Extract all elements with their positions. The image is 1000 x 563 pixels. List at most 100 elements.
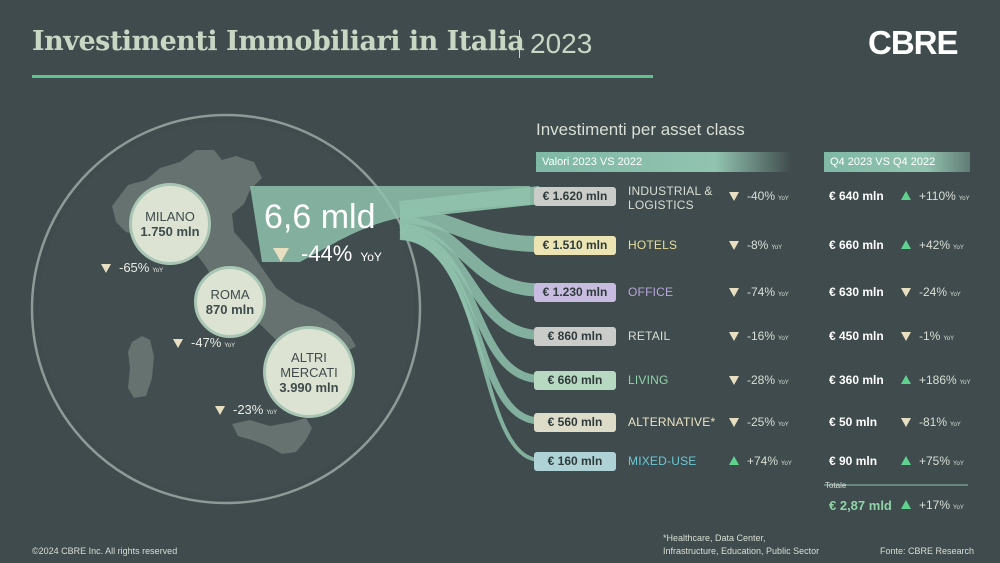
- row-q4-yoy: +186% YoY: [901, 373, 971, 387]
- row-value-pill: € 660 mln: [534, 371, 616, 390]
- footnote-line-2: Infrastructure, Education, Public Sector: [663, 546, 820, 556]
- down-arrow-icon: [901, 332, 911, 341]
- yoy-label: YoY: [778, 380, 789, 386]
- row-q4-value: € 90 mln: [829, 454, 878, 468]
- down-arrow-icon: [901, 288, 911, 297]
- cbre-logo: CBRE: [868, 24, 959, 61]
- row-q4-value: € 640 mln: [829, 189, 884, 203]
- row-q4-yoy-value: +75%: [919, 454, 951, 468]
- row-yoy-value: -25%: [747, 415, 776, 429]
- yoy-label: YoY: [953, 245, 964, 251]
- city-name: MILANO: [145, 209, 195, 224]
- city-altri-mercati-yoy: -23% YoY: [215, 402, 277, 417]
- header-q4-2023: Q4 2023 VS Q4 2022: [824, 152, 970, 172]
- yoy-label: YoY: [943, 336, 955, 342]
- row-q4-yoy-value: -24%: [919, 285, 948, 299]
- total-value: € 2,87 mld: [829, 498, 892, 513]
- row-yoy-value: +74%: [747, 454, 779, 468]
- yoy-label: YoY: [958, 196, 970, 202]
- yoy-label: YoY: [959, 380, 971, 386]
- asset-flows: [399, 186, 541, 462]
- city-yoy-value: -47%: [191, 335, 222, 350]
- row-q4-value: € 450 mln: [829, 329, 884, 343]
- city-roma-circle: ROMA 870 mln: [194, 266, 266, 338]
- row-yoy: -74% YoY: [729, 285, 789, 299]
- row-q4-yoy: +110% YoY: [901, 189, 970, 203]
- down-arrow-icon: [729, 192, 739, 201]
- header-values-2023: Valori 2023 VS 2022: [536, 152, 792, 172]
- down-arrow-icon: [101, 264, 111, 273]
- row-yoy: +74% YoY: [729, 454, 792, 468]
- row-value-pill: € 1.510 mln: [534, 236, 616, 255]
- city-roma-yoy: -47% YoY: [173, 335, 235, 350]
- total-label: Totale: [825, 481, 847, 490]
- down-arrow-icon: [273, 248, 289, 262]
- row-q4-yoy: +75% YoY: [901, 454, 964, 468]
- down-arrow-icon: [729, 418, 739, 427]
- up-arrow-icon: [729, 456, 739, 465]
- row-asset-class: LIVING: [628, 373, 669, 387]
- total-yoy-value: +17%: [919, 498, 951, 512]
- yoy-label: YoY: [953, 461, 964, 467]
- yoy-label: YoY: [778, 292, 789, 298]
- up-arrow-icon: [901, 240, 911, 249]
- city-yoy-value: -65%: [119, 260, 150, 275]
- city-value: 3.990 mln: [279, 379, 339, 395]
- down-arrow-icon: [173, 339, 183, 348]
- row-q4-yoy: -81% YoY: [901, 415, 961, 429]
- city-milano-circle: MILANO 1.750 mln: [129, 183, 211, 265]
- map-ring: [30, 113, 422, 505]
- row-yoy: -8% YoY: [729, 238, 782, 252]
- row-q4-yoy: +42% YoY: [901, 238, 964, 252]
- row-q4-yoy-value: +110%: [919, 189, 956, 203]
- total-yoy-value: -44%: [301, 241, 353, 266]
- total-yoy: +17% YoY: [901, 498, 964, 512]
- up-arrow-icon: [901, 375, 911, 384]
- section-title: Investimenti per asset class: [536, 120, 745, 139]
- row-asset-class: RETAIL: [628, 329, 671, 343]
- row-yoy: -40% YoY: [729, 189, 789, 203]
- down-arrow-icon: [729, 376, 739, 385]
- yoy-label: YoY: [950, 422, 961, 428]
- yoy-label: YoY: [778, 196, 789, 202]
- city-yoy-value: -23%: [233, 402, 264, 417]
- row-q4-value: € 660 mln: [829, 238, 884, 252]
- row-q4-value: € 50 mln: [829, 415, 878, 429]
- city-altri-mercati-circle: ALTRI MERCATI 3.990 mln: [263, 326, 355, 418]
- city-value: 870 mln: [205, 302, 255, 317]
- title-year: 2023: [530, 28, 593, 59]
- city-milano-yoy: -65% YoY: [101, 260, 163, 275]
- row-yoy: -28% YoY: [729, 373, 789, 387]
- row-q4-yoy-value: +186%: [919, 373, 957, 387]
- footnote-line-1: *Healthcare, Data Center,: [663, 533, 766, 543]
- yoy-label: YoY: [224, 343, 236, 349]
- row-asset-class: INDUSTRIAL & LOGISTICS: [628, 184, 713, 212]
- row-yoy-value: -16%: [747, 329, 776, 343]
- yoy-label: YoY: [771, 245, 783, 251]
- row-value-pill: € 160 mln: [534, 452, 616, 471]
- source: Fonte: CBRE Research: [880, 546, 975, 556]
- row-asset-class: ALTERNATIVE*: [628, 415, 716, 429]
- down-arrow-icon: [729, 332, 739, 341]
- city-name: ROMA: [210, 287, 250, 302]
- total-investment-value: 6,6 mld: [264, 198, 376, 236]
- row-asset-class: HOTELS: [628, 238, 678, 252]
- page-title: Investimenti Immobiliari in Italia: [32, 26, 525, 57]
- row-q4-yoy: -24% YoY: [901, 285, 961, 299]
- row-yoy-value: -74%: [747, 285, 776, 299]
- down-arrow-icon: [729, 241, 739, 250]
- title-underline: [32, 75, 653, 78]
- yoy-label: YoY: [778, 336, 789, 342]
- copyright: ©2024 CBRE Inc. All rights reserved: [32, 546, 178, 556]
- title-divider: [519, 30, 520, 58]
- row-asset-class: OFFICE: [628, 285, 674, 299]
- down-arrow-icon: [215, 406, 225, 415]
- row-yoy-value: -8%: [747, 238, 769, 252]
- yoy-label: YoY: [953, 505, 964, 511]
- yoy-label: YoY: [781, 461, 792, 467]
- row-yoy: -25% YoY: [729, 415, 789, 429]
- down-arrow-icon: [901, 418, 911, 427]
- row-q4-value: € 630 mln: [829, 285, 884, 299]
- down-arrow-icon: [729, 288, 739, 297]
- up-arrow-icon: [901, 456, 911, 465]
